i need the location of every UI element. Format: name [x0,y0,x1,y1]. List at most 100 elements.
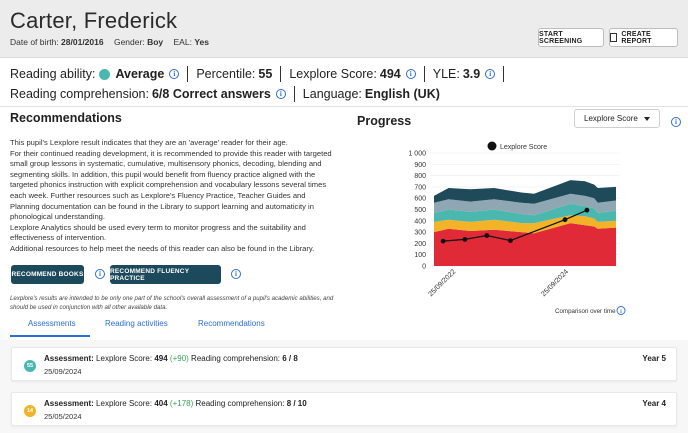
score-gain: (+90) [169,354,189,363]
score-line [440,207,590,244]
fluency-info-icon[interactable]: i [231,269,241,279]
rec-paragraph: This pupil's Lexplore result indicates t… [10,138,288,147]
language-label: Language: [302,87,362,101]
y-tick-label: 200 [414,241,426,248]
score-point [462,237,468,242]
progress-title: Progress [357,114,412,128]
score-point [484,233,490,238]
percentile-label: Percentile: [196,67,256,81]
score-band [434,193,616,216]
comp-label: Reading comprehension: [191,354,280,363]
assessment-label: Assessment: [44,354,94,363]
y-tick-label: 800 [414,173,426,180]
lexplore-info-icon[interactable]: i [405,69,416,79]
active-tab-indicator [10,335,90,337]
assessment-year: Year 4 [642,399,666,408]
recommend-books-button[interactable]: RECOMMEND BOOKS [11,265,84,284]
comprehension-value: 6/8 Correct answers [151,87,271,101]
ability-value: Average [115,67,165,81]
score-point [562,217,568,223]
x-tick-label: 25/09/2024 [540,268,570,298]
divider [280,66,282,82]
score-point [440,238,446,244]
divider [503,66,505,82]
dob-label: Date of birth: [10,37,59,47]
assessment-date: 25/05/2024 [44,412,82,421]
score-band [434,215,616,234]
lexplore-label: Lexplore Score: [289,67,377,81]
chart-bands [434,180,616,266]
stats-row-1: Reading ability: Average i Percentile: 5… [10,66,512,82]
y-tick-label: 300 [414,230,426,237]
percentile-badge: 14 [24,405,36,417]
metric-select[interactable]: Lexplore Score [574,109,660,128]
tab-reading-activities[interactable]: Reading activities [105,319,168,328]
caret-down-icon [644,117,650,121]
assessment-summary: Assessment: Lexplore Score: 494 (+90) Re… [44,354,298,363]
rec-paragraph: Additional resources to help meet the ne… [10,243,315,253]
y-tick-label: 1 000 [408,151,426,158]
ability-label: Reading ability: [10,67,96,81]
ability-info-icon[interactable]: i [169,69,180,79]
chart-legend: Lexplore Score [487,141,547,151]
assessment-summary: Assessment: Lexplore Score: 404 (+178) R… [44,399,307,408]
ability-dot [99,68,111,80]
comp-value: 6 / 8 [282,354,298,363]
assessment-date: 25/09/2024 [44,367,82,376]
y-tick-label: 100 [414,252,426,259]
document-icon [610,33,618,42]
y-tick-label: 0 [422,264,426,271]
progress-chart: Lexplore Score 0 100 200 300 400 500 600 700 800… [408,141,626,315]
comp-value: 8 / 10 [286,399,307,408]
score-gain: (+178) [169,399,194,408]
legend-marker [487,141,497,151]
score-value: 494 [154,354,168,363]
recommend-fluency-button[interactable]: RECOMMEND FLUENCY PRACTICE [110,265,221,284]
create-report-button[interactable]: CREATE REPORT [609,28,678,47]
tab-assessments[interactable]: Assessments [28,319,76,328]
recommendations-title: Recommendations [10,111,122,125]
comp-label: Reading comprehension: [195,399,285,408]
assessment-year: Year 5 [642,354,666,363]
score-band [434,223,616,266]
comparison-info-icon [616,306,626,315]
language-value: English (UK) [364,87,440,101]
y-tick-label: 900 [414,162,426,169]
divider [423,66,425,82]
gender-value: Boy [147,37,164,47]
recommendations-text: This pupil's Lexplore result indicates t… [10,138,335,255]
yle-value: 3.9 [462,67,481,81]
score-point [584,207,590,213]
dob-value: 28/01/2016 [61,37,104,47]
x-axis-label: Comparison over time [555,308,616,315]
progress-info-icon[interactable]: i [671,117,681,127]
start-screening-button[interactable]: START SCREENING [538,28,604,47]
comparison-info-glyph: i [620,309,622,315]
tab-recommendations[interactable]: Recommendations [198,319,265,328]
x-tick-label: 25/09/2022 [428,268,458,298]
percentile-value: 55 [258,67,273,81]
eal-value: Yes [194,37,209,47]
tab-bar: Assessments Reading activities Recommend… [10,316,335,339]
pupil-name: Carter, Frederick [10,8,178,33]
metric-select-value: Lexplore Score [584,114,638,123]
assessment-label: Assessment: [44,399,94,408]
lexplore-value: 494 [379,67,401,81]
assessment-card[interactable]: 14 Assessment: Lexplore Score: 404 (+178… [11,392,677,426]
comprehension-label: Reading comprehension: [10,87,149,101]
rec-paragraph: For their continued reading development,… [10,148,332,222]
percentile-badge: 55 [24,360,36,372]
yle-info-icon[interactable]: i [485,69,496,79]
y-tick-label: 600 [414,196,426,203]
disclaimer-text: Lexplore's results are intended to be on… [10,295,334,311]
score-label: Lexplore Score: [96,354,153,363]
score-value: 404 [154,399,168,408]
comprehension-info-icon[interactable]: i [275,89,286,99]
books-info-icon[interactable]: i [95,269,105,279]
gender-label: Gender: [113,37,145,47]
score-band [434,180,616,204]
x-axis: 25/09/2022 25/09/2024 Comparison over time… [428,268,626,315]
y-tick-label: 700 [414,184,426,191]
score-band [434,203,616,224]
assessment-card[interactable]: 55 Assessment: Lexplore Score: 494 (+90)… [11,347,677,381]
